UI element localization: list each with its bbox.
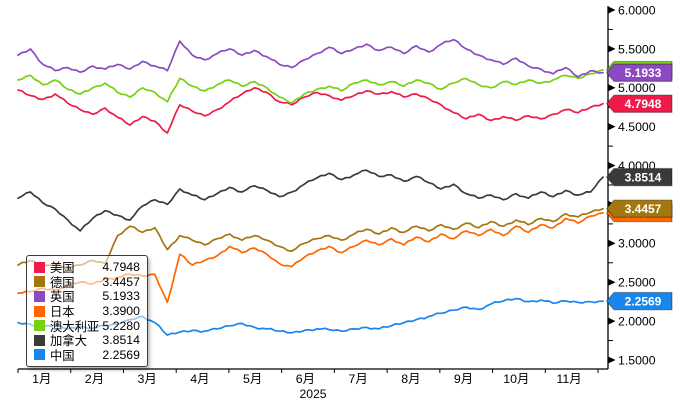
last-value-text: 2.2569	[625, 294, 662, 308]
series-line-usa	[17, 86, 604, 134]
legend-series-value: 4.7948	[102, 260, 140, 275]
y-axis-tick-arrow	[608, 317, 616, 325]
x-axis-month-label: 7月	[348, 372, 367, 386]
y-axis-tick-label: 5.0000	[618, 81, 656, 95]
y-axis-tick-label: 4.5000	[618, 120, 656, 134]
series-line-australia	[17, 69, 604, 105]
x-axis-month-label: 3月	[138, 372, 157, 386]
legend-item-australia[interactable]: 澳大利亚 5.2280	[34, 318, 140, 334]
last-value-badge-uk: 5.1933	[605, 63, 673, 82]
y-axis-tick-label: 5.5000	[618, 42, 656, 56]
x-axis-month-label: 4月	[190, 372, 209, 386]
legend-series-value: 5.2280	[102, 318, 140, 333]
y-axis-tick-arrow	[608, 123, 616, 131]
legend-color-swatch	[34, 276, 45, 288]
series-line-germany	[17, 207, 604, 270]
last-value-text: 4.7948	[625, 97, 662, 111]
y-axis-tick-arrow	[608, 239, 616, 247]
x-axis-month-label: 11月	[556, 372, 581, 386]
legend-item-germany[interactable]: 德国 3.4457	[34, 275, 140, 290]
x-axis-month-label: 8月	[401, 372, 420, 386]
legend-series-value: 3.4457	[102, 274, 140, 289]
x-axis-year-label: 2025	[299, 387, 327, 401]
y-axis-tick-arrow	[608, 84, 616, 92]
x-axis-month-label: 2月	[85, 372, 104, 386]
legend-series-value: 5.1933	[102, 289, 140, 304]
y-axis-tick-arrow	[608, 356, 616, 364]
last-value-badge-canada: 3.8514	[605, 167, 673, 187]
y-axis-tick-label: 6.0000	[618, 3, 656, 17]
y-axis-tick-label: 2.0000	[618, 315, 656, 329]
legend-series-name: 美国	[50, 261, 75, 276]
legend-item-uk[interactable]: 英国 5.1933	[34, 289, 140, 304]
legend-color-swatch	[34, 305, 45, 317]
legend-color-swatch	[34, 320, 45, 332]
last-value-text: 5.1933	[625, 66, 662, 80]
legend-color-swatch	[34, 334, 45, 346]
legend-series-name: 澳大利亚	[50, 319, 100, 334]
last-value-badge-china: 2.2569	[605, 291, 673, 311]
legend-item-canada[interactable]: 加拿大 3.8514	[34, 333, 140, 348]
x-axis-month-label: 6月	[296, 372, 315, 386]
legend-series-name: 德国	[50, 275, 75, 290]
legend-color-swatch	[34, 349, 45, 361]
legend-series-value: 3.8514	[102, 333, 140, 348]
legend-item-japan[interactable]: 日本 3.3900	[34, 304, 140, 319]
x-axis-month-label: 1月	[32, 372, 51, 386]
y-axis-tick-arrow	[608, 6, 616, 14]
legend-series-name: 中国	[50, 348, 75, 363]
legend-series-name: 英国	[50, 290, 75, 305]
series-line-uk	[17, 38, 604, 78]
y-axis-tick-label: 1.5000	[618, 353, 656, 367]
last-value-badge-germany: 3.4457	[605, 199, 673, 218]
x-axis-month-label: 5月	[243, 372, 262, 386]
y-axis-tick-arrow	[608, 162, 616, 169]
x-axis-month-label: 9月	[454, 372, 473, 386]
x-axis-month-label: 10月	[503, 372, 529, 386]
legend-series-name: 日本	[50, 305, 75, 320]
legend-color-swatch	[34, 290, 45, 302]
chart-legend: 美国 4.7948 德国 3.4457 英国 5.1933 日本 3.3900 澳大利亚 5.22…	[26, 255, 148, 368]
legend-series-value: 2.2569	[102, 347, 140, 362]
last-value-text: 3.8514	[625, 170, 662, 184]
y-axis-tick-label: 2.5000	[618, 276, 656, 290]
y-axis-tick-arrow	[608, 45, 616, 53]
legend-series-value: 3.3900	[102, 304, 140, 319]
y-axis-tick-label: 3.0000	[618, 237, 656, 251]
legend-item-china[interactable]: 中国 2.2569	[34, 348, 140, 363]
legend-item-usa[interactable]: 美国 4.7948	[34, 260, 140, 275]
legend-series-name: 加拿大	[50, 334, 87, 349]
y-axis-tick-arrow	[608, 278, 616, 286]
series-line-canada	[17, 169, 604, 232]
last-value-badge-usa: 4.7948	[605, 94, 673, 113]
legend-color-swatch	[34, 261, 45, 273]
last-value-text: 3.4457	[625, 202, 662, 216]
